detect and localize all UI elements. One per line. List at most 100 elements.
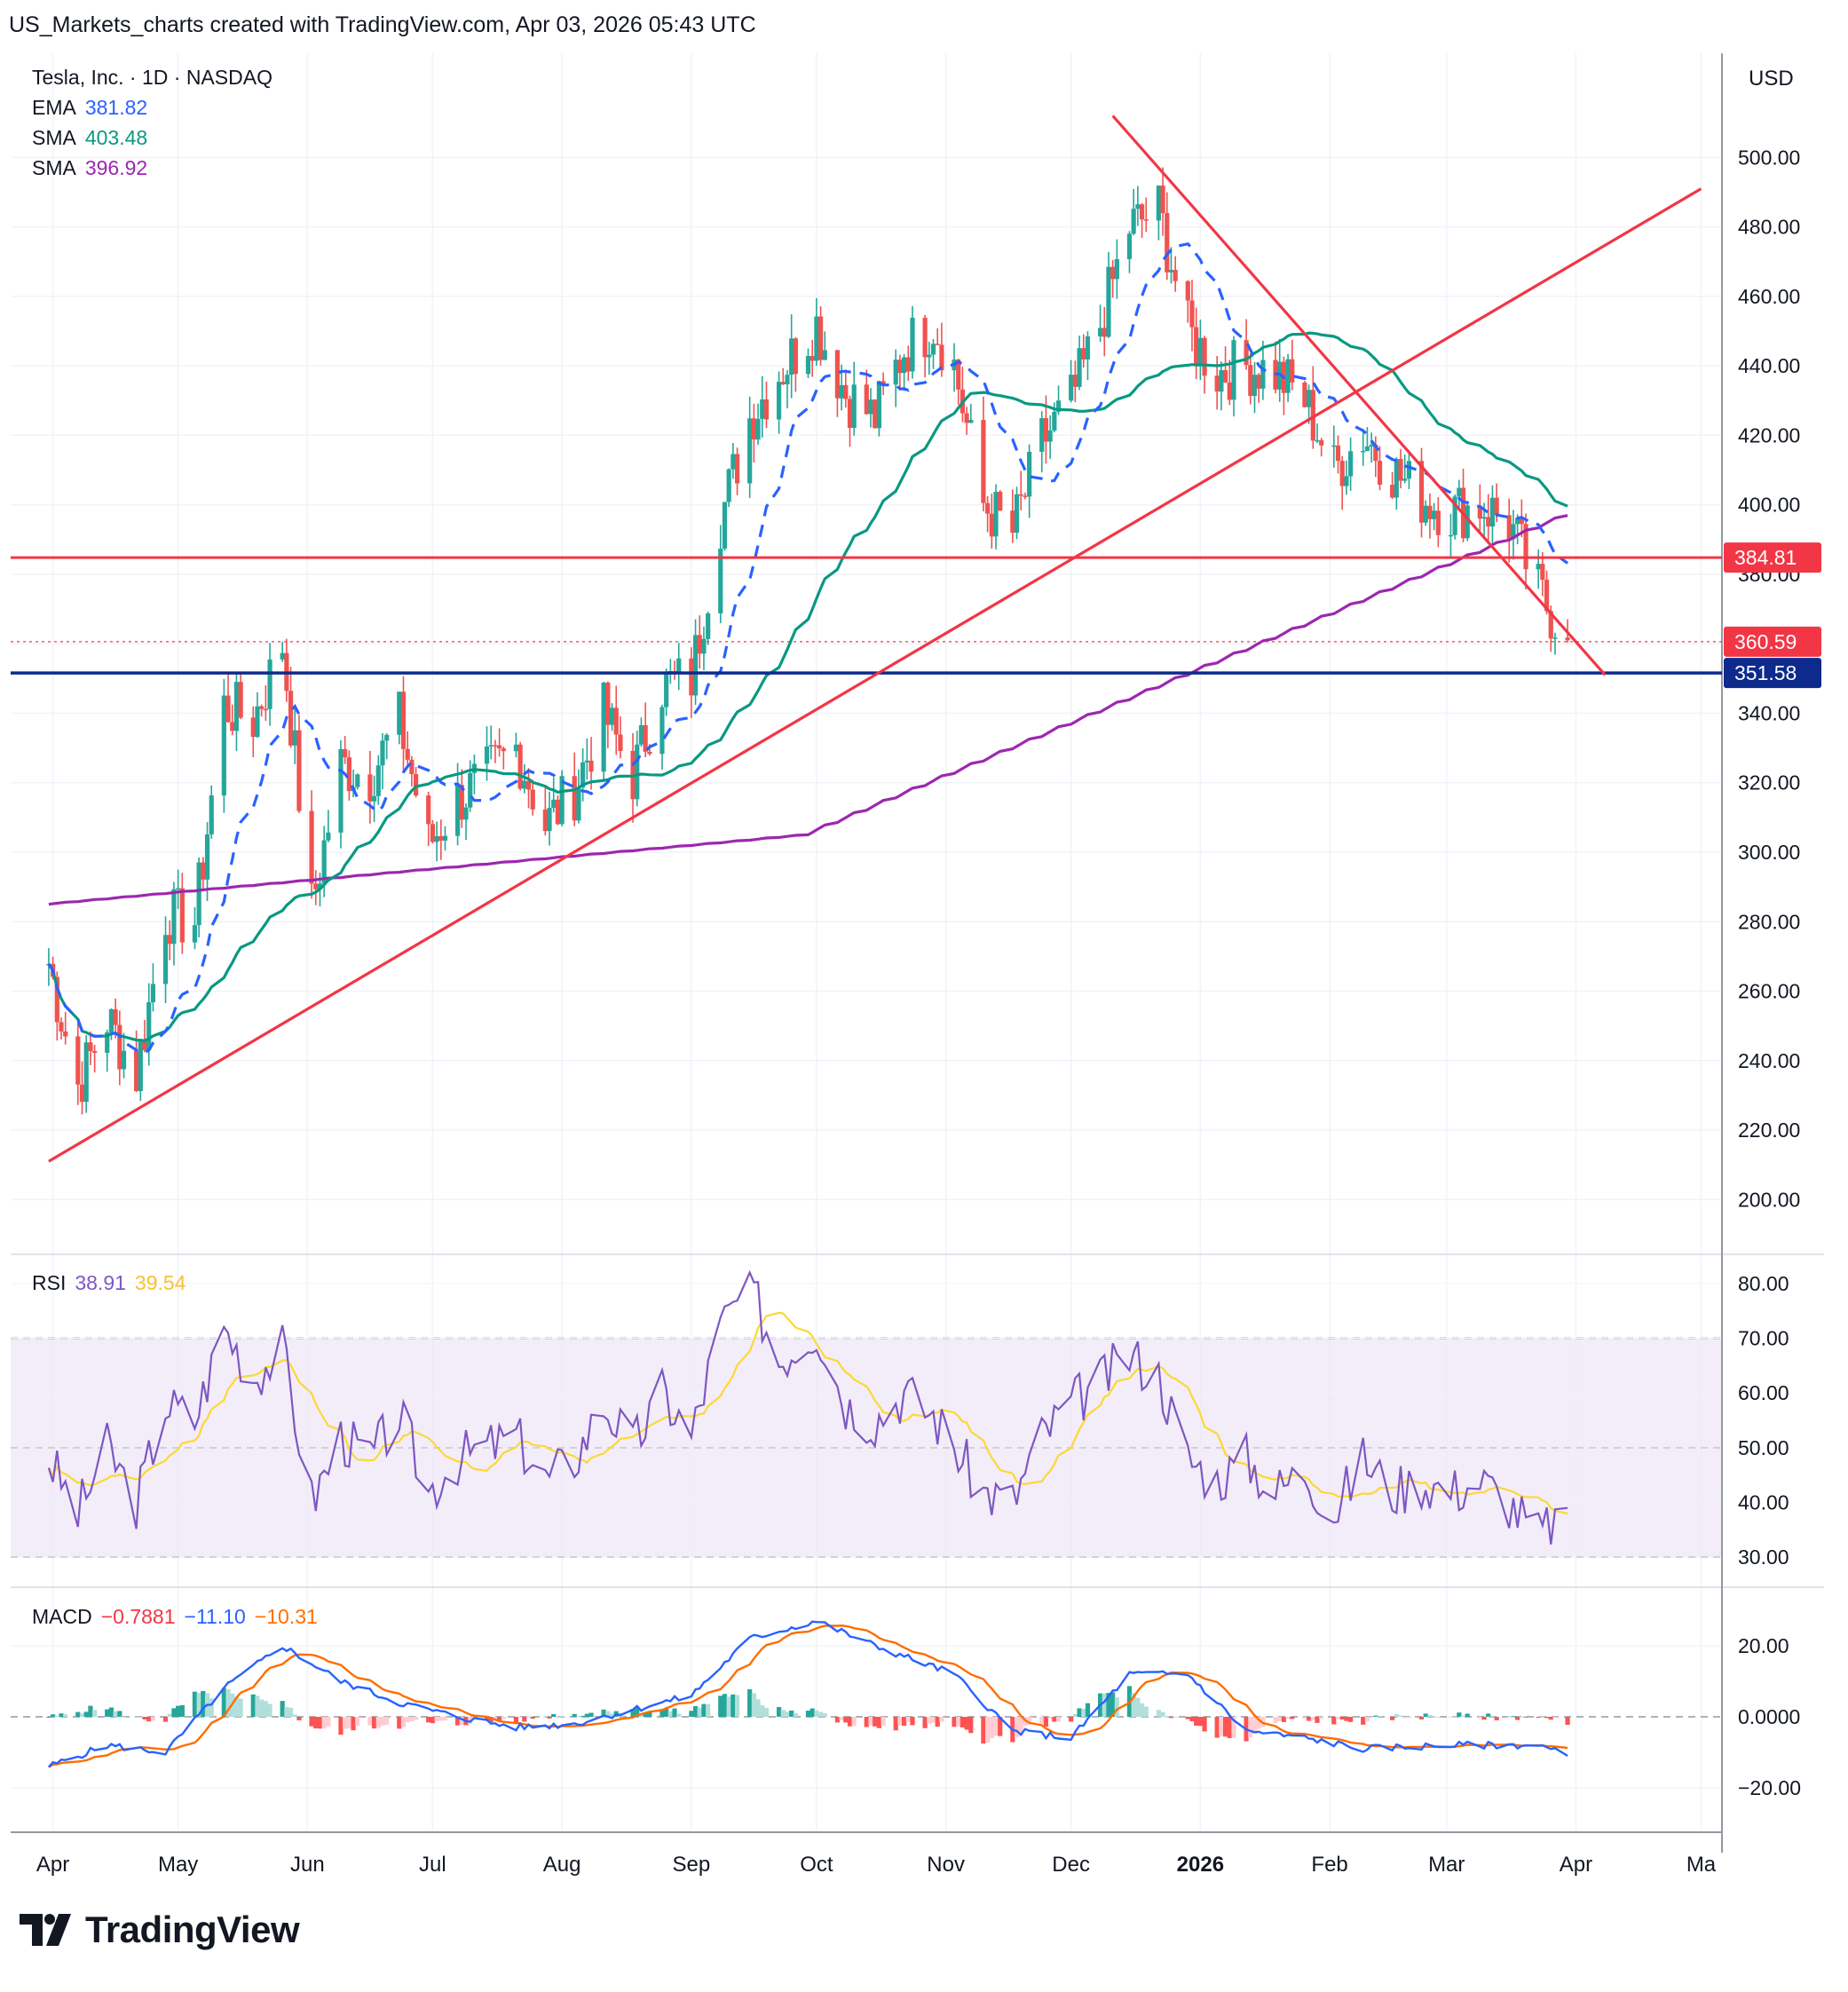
candle-body <box>722 502 728 549</box>
candle-body <box>1402 478 1408 481</box>
candle-body <box>993 492 999 537</box>
candle-body <box>1523 524 1528 570</box>
candle-body <box>1143 219 1149 221</box>
candle-body <box>1486 517 1491 527</box>
macd-hist-bar <box>1348 1717 1354 1722</box>
macd-hist-bar <box>434 1717 439 1721</box>
macd-hist-bar <box>292 1714 297 1717</box>
candle-body <box>442 835 448 841</box>
x-tick-label: Apr <box>1560 1853 1592 1877</box>
candle-body <box>956 360 961 390</box>
macd-hist-bar <box>355 1717 360 1727</box>
macd-hist-bar <box>1457 1712 1462 1717</box>
macd-hist-bar <box>522 1717 527 1722</box>
candle-body <box>196 862 201 926</box>
macd-hist-bar <box>83 1711 89 1717</box>
macd-hist-bar <box>1486 1713 1491 1717</box>
macd-hist-bar <box>117 1711 122 1717</box>
macd-hist-bar <box>321 1717 327 1729</box>
x-tick-label: 2026 <box>1177 1853 1224 1877</box>
candle-body <box>1072 375 1078 387</box>
macd-hist-bar <box>763 1708 770 1717</box>
candle-body <box>1565 637 1570 641</box>
macd-hist-bar <box>542 1716 548 1718</box>
candle-body <box>805 356 811 375</box>
macd-hist-bar <box>922 1717 928 1728</box>
macd-signal-value: −10.31 <box>254 1605 318 1628</box>
candle-body <box>1085 336 1091 360</box>
macd-tick-label: 0.0000 <box>1738 1705 1800 1728</box>
candle-body <box>1290 359 1295 383</box>
ema-label: EMA <box>32 96 76 119</box>
ema-line <box>47 241 1569 1055</box>
macd-hist-bar <box>1310 1717 1315 1720</box>
macd-hist-bar <box>1106 1693 1111 1717</box>
macd-hist-bar <box>1344 1717 1349 1721</box>
candle-body <box>201 862 206 880</box>
macd-hist-bar <box>501 1717 506 1719</box>
macd-hist-bar <box>75 1711 81 1717</box>
candle-body <box>905 357 911 372</box>
candle-body <box>54 976 59 1023</box>
macd-hist-bar <box>1168 1717 1174 1719</box>
macd-hist-bar <box>296 1717 302 1720</box>
macd-hist-bar <box>1194 1717 1199 1726</box>
candle-body <box>397 692 402 735</box>
candle-body <box>162 935 169 984</box>
y-tick-label: 400.00 <box>1738 494 1800 517</box>
macd-hist-bar <box>284 1706 289 1717</box>
macd-hist-bar <box>647 1711 652 1717</box>
candle-body <box>380 740 385 766</box>
candle-body <box>776 382 782 420</box>
macd-hist-bar <box>1047 1717 1053 1719</box>
macd-hist-bar <box>225 1688 231 1717</box>
macd-hist-bar <box>555 1717 561 1719</box>
macd-hist-bar <box>267 1703 272 1717</box>
candle-body <box>121 1050 127 1070</box>
candle-body <box>1102 328 1107 337</box>
macd-hist-bar <box>588 1712 594 1717</box>
candle-body <box>108 1008 115 1033</box>
macd-hist-bar <box>1552 1717 1558 1719</box>
currency-label: USD <box>1749 67 1794 91</box>
candle-body <box>79 1084 85 1103</box>
candle-body <box>834 350 840 399</box>
macd-hist-bar <box>630 1709 636 1717</box>
macd-hist-bar <box>731 1694 736 1717</box>
candle-body <box>760 399 765 419</box>
x-tick-label: May <box>158 1853 198 1877</box>
candle-body <box>692 635 699 696</box>
candle-body <box>968 420 974 423</box>
y-tick-label: 200.00 <box>1738 1188 1800 1211</box>
macd-hist-bar <box>1540 1716 1545 1718</box>
candle-body <box>1055 400 1062 412</box>
candle-body <box>985 502 991 514</box>
candle-body <box>613 707 619 735</box>
candle-body <box>793 338 798 375</box>
macd-hist-bar <box>326 1717 331 1727</box>
symbol-title: Tesla, Inc. · 1D · NASDAQ <box>32 66 272 89</box>
candle-body <box>409 759 415 774</box>
candle-body <box>1081 348 1086 360</box>
candle-body <box>142 1040 147 1051</box>
macd-hist-bar <box>517 1717 523 1718</box>
candle-body <box>280 652 285 660</box>
x-tick-label: Jul <box>419 1853 446 1877</box>
trendline <box>1111 115 1607 676</box>
candle-body <box>1126 233 1133 259</box>
candle-body <box>839 384 844 399</box>
macd-hist-bar <box>530 1717 535 1719</box>
macd-hist-bar <box>484 1717 490 1720</box>
macd-hist-bar <box>780 1710 786 1717</box>
macd-hist-bar <box>201 1690 206 1717</box>
candle-body <box>1256 375 1261 389</box>
candle-body <box>697 635 702 654</box>
candle-body <box>551 799 557 809</box>
y-tick-label: 440.00 <box>1738 354 1800 377</box>
macd-hist-bar <box>609 1713 615 1717</box>
candle-body <box>1168 270 1174 273</box>
macd-hist-bar <box>968 1717 974 1734</box>
candle-body <box>1139 204 1145 220</box>
macd-hist-bar <box>413 1717 419 1720</box>
candle-body <box>930 344 936 355</box>
